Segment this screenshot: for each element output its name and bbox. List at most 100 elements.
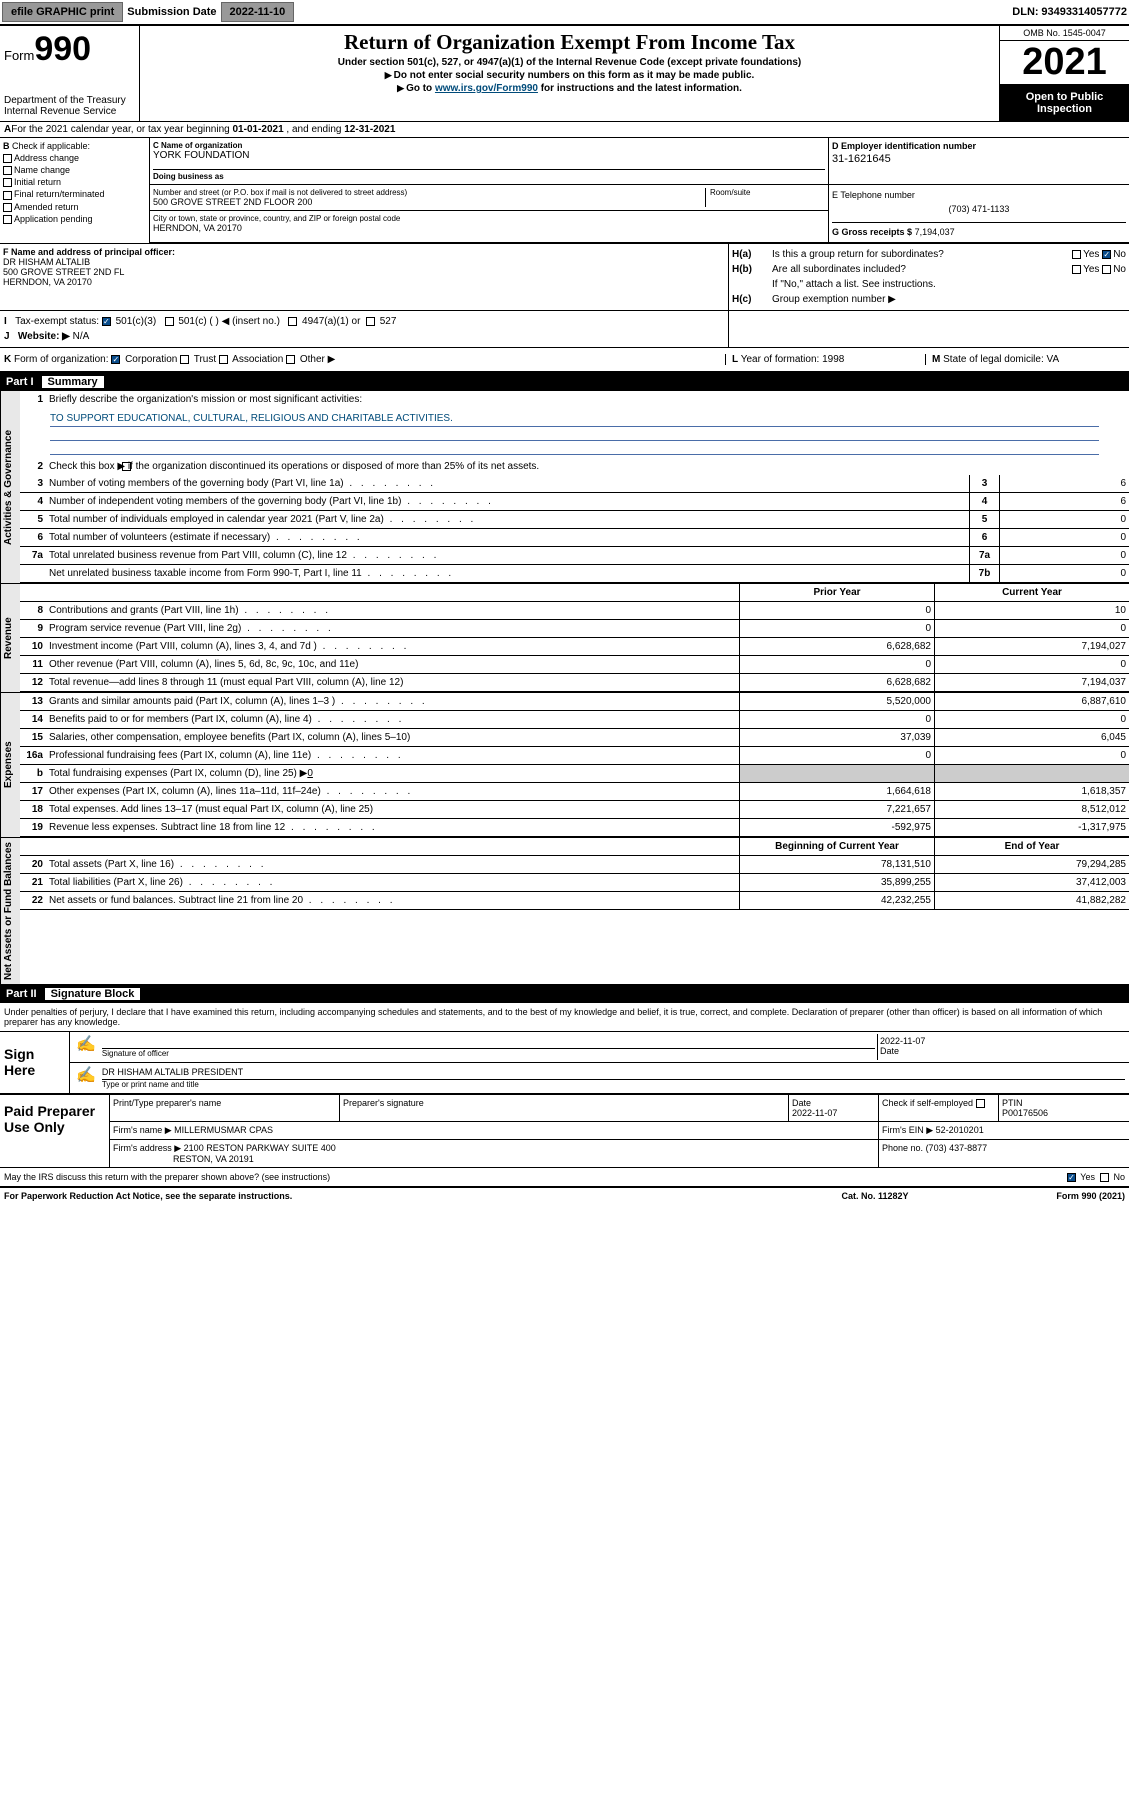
- prior-16a: 0: [739, 747, 934, 764]
- chk-initial-return[interactable]: Initial return: [3, 177, 146, 187]
- irs-link[interactable]: www.irs.gov/Form990: [435, 83, 538, 94]
- prior-13: 5,520,000: [739, 693, 934, 710]
- preparer-block: Paid Preparer Use Only Print/Type prepar…: [0, 1095, 1129, 1168]
- chk-amended-return[interactable]: Amended return: [3, 202, 146, 212]
- irs-label: Internal Revenue Service: [4, 106, 135, 117]
- bottom-line: For Paperwork Reduction Act Notice, see …: [0, 1188, 1129, 1204]
- firm-addr2: RESTON, VA 20191: [173, 1154, 254, 1164]
- chk-final-return[interactable]: Final return/terminated: [3, 189, 146, 199]
- prior-10: 6,628,682: [739, 638, 934, 655]
- prior-8: 0: [739, 602, 934, 619]
- curr-15: 6,045: [934, 729, 1129, 746]
- header-center: Return of Organization Exempt From Incom…: [140, 26, 999, 121]
- expenses-section: Expenses 13Grants and similar amounts pa…: [0, 693, 1129, 838]
- cat-no: Cat. No. 11282Y: [775, 1191, 975, 1201]
- tab-revenue: Revenue: [0, 584, 20, 692]
- pen-icon: ✍: [72, 1065, 100, 1091]
- firm-ein: 52-2010201: [936, 1125, 984, 1135]
- part-1-header: Part ISummary: [0, 373, 1129, 391]
- box-b: B Check if applicable: Address change Na…: [0, 138, 150, 243]
- efile-print-button[interactable]: efile GRAPHIC print: [2, 2, 123, 22]
- paperwork-notice: For Paperwork Reduction Act Notice, see …: [4, 1191, 775, 1201]
- chk-discuss-no[interactable]: [1100, 1173, 1109, 1182]
- curr-19: -1,317,975: [934, 819, 1129, 836]
- dept-treasury: Department of the Treasury: [4, 95, 135, 106]
- h-a-no[interactable]: [1102, 250, 1111, 259]
- chk-4947[interactable]: [288, 317, 297, 326]
- curr-11: 0: [934, 656, 1129, 673]
- form-title: Return of Organization Exempt From Incom…: [146, 30, 993, 55]
- tab-net-assets: Net Assets or Fund Balances: [0, 838, 20, 984]
- h-b-yes[interactable]: [1072, 265, 1081, 274]
- begin-20: 78,131,510: [739, 856, 934, 873]
- chk-discontinued[interactable]: [122, 462, 131, 471]
- prior-18: 7,221,657: [739, 801, 934, 818]
- header-sub2: Do not enter social security numbers on …: [394, 70, 755, 81]
- chk-trust[interactable]: [180, 355, 189, 364]
- chk-association[interactable]: [219, 355, 228, 364]
- form-number: 990: [34, 30, 91, 68]
- ein-cell: D Employer identification number 31-1621…: [829, 138, 1129, 184]
- identity-block: B Check if applicable: Address change Na…: [0, 138, 1129, 244]
- pen-icon: ✍: [72, 1034, 100, 1060]
- chk-discuss-yes[interactable]: [1067, 1173, 1076, 1182]
- sign-here-block: Sign Here ✍ Signature of officer 2022-11…: [0, 1032, 1129, 1095]
- submission-date-value: 2022-11-10: [221, 2, 295, 22]
- officer-name: DR HISHAM ALTALIB PRESIDENT: [102, 1067, 1125, 1077]
- ptin: P00176506: [1002, 1108, 1048, 1118]
- gross-receipts: 7,194,037: [915, 227, 955, 237]
- chk-other[interactable]: [286, 355, 295, 364]
- org-name: YORK FOUNDATION: [153, 150, 825, 161]
- header-left: Form990 Department of the Treasury Inter…: [0, 26, 140, 121]
- sign-date: 2022-11-07: [880, 1036, 1125, 1046]
- submission-date-label: Submission Date: [127, 6, 216, 18]
- chk-name-change[interactable]: Name change: [3, 165, 146, 175]
- room-suite-label: Room/suite: [705, 188, 825, 207]
- discuss-row: May the IRS discuss this return with the…: [0, 1168, 1129, 1188]
- end-22: 41,882,282: [934, 892, 1129, 909]
- sign-here-label: Sign Here: [0, 1032, 70, 1093]
- firm-addr1: 2100 RESTON PARKWAY SUITE 400: [184, 1143, 336, 1153]
- h-b-no[interactable]: [1102, 265, 1111, 274]
- chk-501c3[interactable]: [102, 317, 111, 326]
- curr-17: 1,618,357: [934, 783, 1129, 800]
- revenue-section: Revenue Prior YearCurrent Year 8Contribu…: [0, 584, 1129, 693]
- prior-15: 37,039: [739, 729, 934, 746]
- curr-14: 0: [934, 711, 1129, 728]
- row-fh: F Name and address of principal officer:…: [0, 244, 1129, 311]
- part-2-header: Part IISignature Block: [0, 985, 1129, 1003]
- curr-16a: 0: [934, 747, 1129, 764]
- principal-officer: F Name and address of principal officer:…: [0, 244, 729, 310]
- h-a-yes[interactable]: [1072, 250, 1081, 259]
- chk-corporation[interactable]: [111, 355, 120, 364]
- org-name-cell: C Name of organization YORK FOUNDATION D…: [150, 138, 829, 184]
- telephone: (703) 471-1133: [832, 202, 1126, 216]
- chk-self-employed[interactable]: [976, 1099, 985, 1108]
- header-sub3-post: for instructions and the latest informat…: [538, 83, 742, 94]
- prep-date: 2022-11-07: [792, 1108, 837, 1118]
- website-value: N/A: [73, 331, 90, 342]
- curr-8: 10: [934, 602, 1129, 619]
- chk-address-change[interactable]: Address change: [3, 153, 146, 163]
- chk-527[interactable]: [366, 317, 375, 326]
- period-line: AFor the 2021 calendar year, or tax year…: [0, 122, 1129, 138]
- val-line4: 6: [999, 493, 1129, 510]
- val-line3: 6: [999, 475, 1129, 492]
- curr-12: 7,194,037: [934, 674, 1129, 691]
- net-assets-section: Net Assets or Fund Balances Beginning of…: [0, 838, 1129, 985]
- row-k: K Form of organization: Corporation Trus…: [0, 348, 1129, 373]
- chk-app-pending[interactable]: Application pending: [3, 214, 146, 224]
- tab-governance: Activities & Governance: [0, 391, 20, 583]
- street-address: 500 GROVE STREET 2ND FLOOR 200: [153, 197, 705, 207]
- prior-17: 1,664,618: [739, 783, 934, 800]
- form-prefix: Form: [4, 48, 34, 63]
- top-bar: efile GRAPHIC print Submission Date 2022…: [0, 0, 1129, 26]
- dln-label: DLN:: [1012, 6, 1038, 18]
- curr-9: 0: [934, 620, 1129, 637]
- prior-11: 0: [739, 656, 934, 673]
- header-sub3-pre: Go to: [406, 83, 435, 94]
- chk-501c[interactable]: [165, 317, 174, 326]
- val-16b: 0: [307, 768, 313, 779]
- tab-expenses: Expenses: [0, 693, 20, 837]
- box-h: H(a) Is this a group return for subordin…: [729, 244, 1129, 310]
